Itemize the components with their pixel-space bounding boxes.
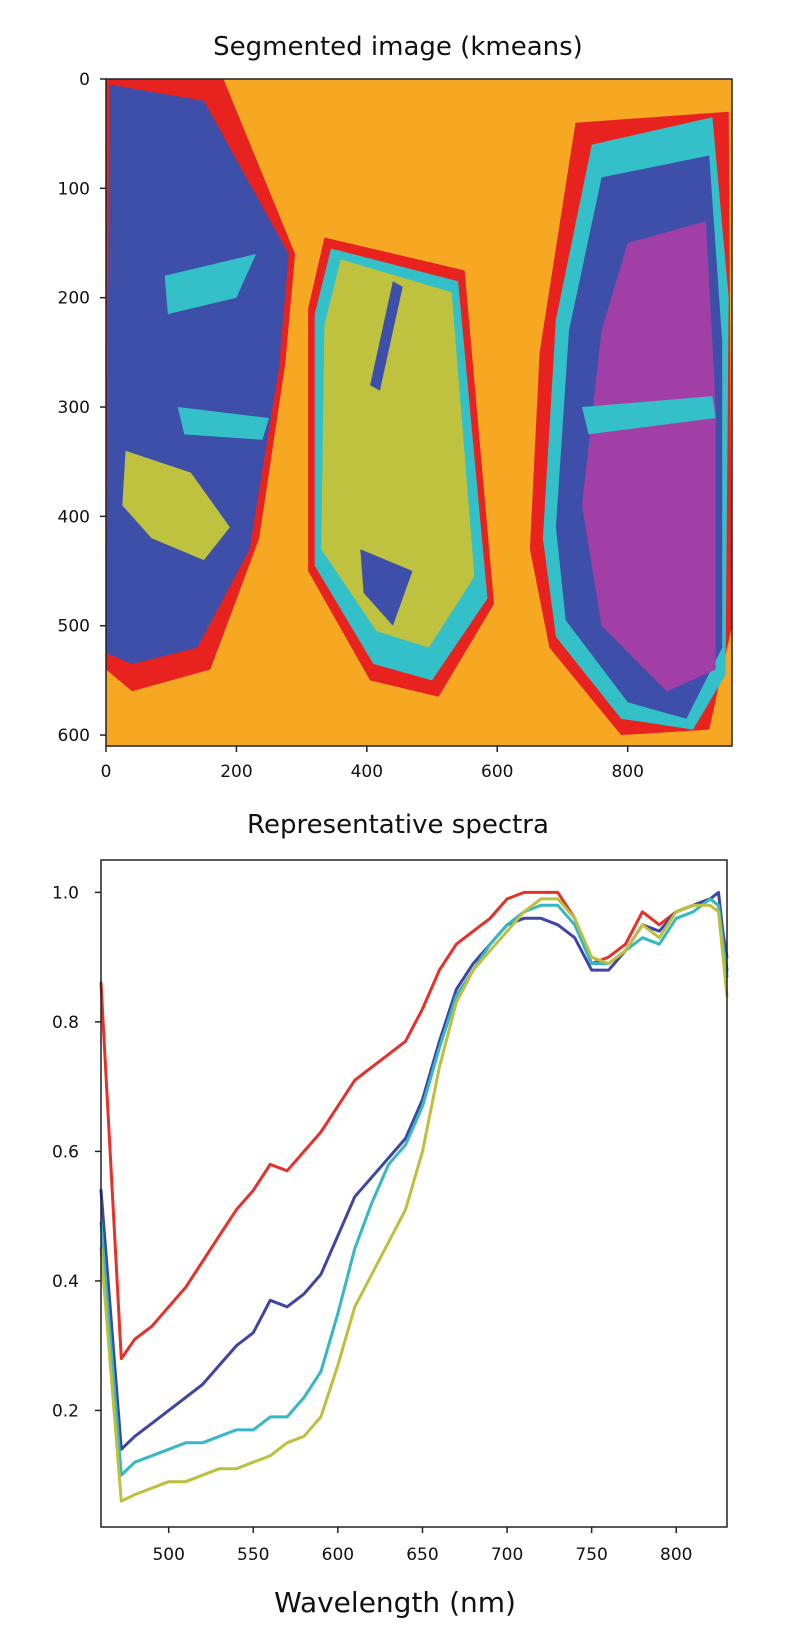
- x-tick-label: 600: [322, 1545, 354, 1565]
- y-tick-label: 0.2: [52, 1401, 79, 1421]
- cluster-region-tissue-blue: [360, 549, 413, 626]
- x-tick-label: 600: [481, 762, 513, 782]
- series-line-cyan: [99, 897, 729, 1477]
- y-tick-label: 0.6: [52, 1142, 79, 1162]
- y-tick-label: 300: [58, 398, 90, 418]
- spectra-x-ticks: 500 550 600 650 700 750 800: [152, 1527, 692, 1565]
- segmented-image-chart: Segmented image (kmeans) 0 200 400 600 800 0…: [58, 32, 733, 782]
- x-tick-label: 700: [491, 1545, 523, 1565]
- spectra-x-axis-label: Wavelength (nm): [274, 1586, 516, 1619]
- segmented-image-x-ticks: 0 200 400 600 800: [101, 746, 644, 782]
- y-tick-label: 200: [58, 289, 90, 309]
- series-line-olive: [99, 897, 729, 1503]
- x-tick-label: 500: [152, 1545, 184, 1565]
- spectra-frame: [100, 859, 728, 1528]
- x-tick-label: 400: [351, 762, 383, 782]
- spectra-title: Representative spectra: [247, 810, 549, 840]
- y-tick-label: 0.4: [52, 1272, 79, 1292]
- x-tick-label: 200: [220, 762, 252, 782]
- y-tick-label: 600: [58, 726, 90, 746]
- spectra-y-ticks: 0.2 0.4 0.6 0.8 1.0: [52, 883, 101, 1421]
- segmented-image-title: Segmented image (kmeans): [213, 32, 583, 62]
- cluster-region-tissue-olive: [321, 259, 475, 648]
- cluster-region-tissue-cyan: [582, 396, 716, 435]
- segmented-image-plot: [106, 79, 732, 746]
- cluster-region-tissue-blue: [370, 281, 403, 391]
- segmented-image-frame: [105, 78, 733, 747]
- y-tick-label: 0: [79, 70, 90, 90]
- x-tick-label: 650: [406, 1545, 438, 1565]
- spectra-lines: [99, 890, 729, 1503]
- y-tick-label: 0.8: [52, 1013, 79, 1033]
- cluster-region-tissue-cyan: [164, 254, 256, 315]
- series-line-blue: [99, 890, 729, 1451]
- y-tick-label: 100: [58, 179, 90, 199]
- y-tick-label: 500: [58, 617, 90, 637]
- cluster-region-tissue-cyan: [177, 407, 269, 440]
- x-tick-label: 750: [575, 1545, 607, 1565]
- x-tick-label: 800: [660, 1545, 692, 1565]
- series-line-red: [99, 890, 729, 1361]
- x-tick-label: 800: [611, 762, 643, 782]
- cluster-region-tissue-magenta: [582, 221, 716, 692]
- x-tick-label: 0: [101, 762, 112, 782]
- cluster-region-tissue-olive: [122, 450, 230, 561]
- x-tick-label: 550: [237, 1545, 269, 1565]
- y-tick-label: 400: [58, 507, 90, 527]
- segmented-image-y-ticks: 0 100 200 300 400 500 600: [58, 70, 106, 746]
- spectra-chart: Representative spectra 500 550 600 650 700 75…: [52, 810, 729, 1619]
- y-tick-label: 1.0: [52, 883, 79, 903]
